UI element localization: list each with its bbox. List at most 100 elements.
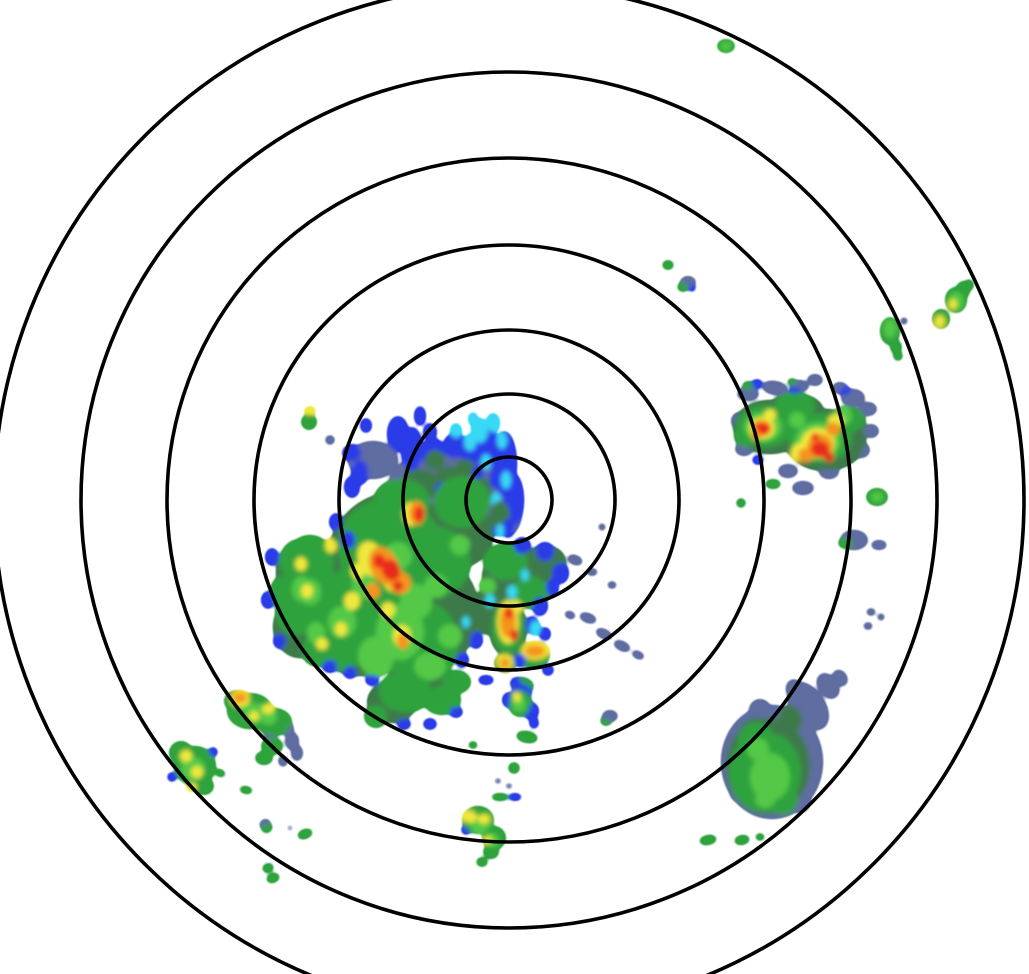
echo-cell — [180, 750, 192, 762]
echo-cell — [678, 283, 688, 291]
echo-cell — [316, 638, 328, 650]
echo-cell — [414, 506, 424, 522]
echo-cell — [894, 352, 902, 360]
echo-cell — [599, 524, 605, 530]
echo-cell — [521, 569, 529, 581]
echo-cell — [788, 379, 796, 385]
echo-cell — [824, 452, 834, 462]
echo-cell — [871, 492, 883, 502]
echo-cell — [864, 623, 872, 629]
echo-cell — [266, 549, 278, 565]
echo-cell — [462, 616, 470, 628]
echo-cell — [450, 535, 470, 555]
echo-cell — [867, 609, 875, 615]
echo-cell — [267, 873, 279, 883]
echo-cell — [501, 471, 511, 489]
echo-cell — [489, 468, 501, 488]
echo-cell — [434, 476, 490, 528]
echo-cell — [663, 261, 673, 269]
echo-cell — [240, 786, 252, 794]
echo-cell — [525, 645, 545, 657]
echo-cell — [737, 499, 745, 507]
echo-cell — [778, 706, 802, 734]
echo-cell — [215, 769, 225, 777]
echo-cell — [763, 381, 787, 395]
echo-cell — [262, 704, 274, 714]
echo-cell — [811, 441, 829, 457]
echo-cell — [833, 670, 847, 686]
echo-cell — [755, 792, 775, 808]
echo-cell — [789, 412, 805, 428]
echo-cell — [790, 387, 800, 395]
echo-cell — [425, 450, 445, 470]
echo-cell — [750, 753, 790, 801]
echo-cell — [509, 763, 519, 773]
echo-cell — [793, 482, 813, 494]
echo-cell — [292, 746, 302, 760]
echo-cell — [565, 611, 575, 619]
echo-cell — [325, 539, 337, 553]
echo-cell — [752, 380, 762, 388]
echo-cell — [469, 742, 477, 748]
echo-cell — [530, 621, 540, 635]
echo-cell — [755, 422, 761, 430]
echo-cell — [756, 834, 764, 840]
echo-cell — [402, 428, 422, 472]
echo-cell — [263, 863, 273, 873]
echo-cell — [209, 748, 217, 756]
echo-cell — [878, 614, 884, 620]
echo-cell — [764, 409, 776, 421]
echo-cell — [507, 585, 517, 599]
echo-cell — [438, 624, 462, 648]
echo-cell — [603, 711, 617, 721]
echo-cell — [511, 678, 521, 688]
echo-cell — [839, 538, 853, 548]
echo-cell — [495, 779, 501, 783]
echo-cell — [233, 693, 247, 703]
echo-cell — [424, 686, 460, 714]
echo-cell — [400, 584, 432, 620]
echo-cell — [552, 563, 568, 583]
echo-cell — [302, 415, 316, 429]
range-ring — [165, 156, 853, 844]
echo-cell — [286, 733, 298, 749]
echo-cell — [546, 581, 558, 595]
echo-cell — [497, 433, 507, 449]
echo-cell — [301, 584, 313, 598]
echo-cell — [517, 731, 537, 743]
range-ring — [252, 243, 766, 757]
range-ring — [79, 70, 939, 930]
echo-cell — [366, 675, 378, 685]
echo-cell — [798, 448, 814, 462]
echo-cell — [743, 382, 753, 390]
echo-cell — [464, 435, 476, 451]
echo-cell — [536, 543, 554, 561]
echo-cell — [414, 652, 446, 680]
echo-cell — [326, 436, 334, 444]
echo-cell — [191, 766, 203, 778]
echo-cell — [415, 407, 425, 425]
echo-cell — [470, 632, 482, 648]
echo-cell — [195, 778, 213, 794]
echo-cell — [514, 654, 526, 666]
echo-cell — [455, 459, 475, 477]
echo-cell — [479, 676, 493, 684]
echo-cell — [398, 719, 410, 729]
echo-cell — [689, 285, 695, 291]
echo-cell — [274, 634, 286, 648]
echo-cell — [747, 738, 769, 760]
echo-cell — [393, 581, 403, 591]
echo-cell — [502, 519, 514, 537]
echo-cell — [344, 592, 360, 610]
echo-cell — [484, 846, 498, 858]
echo-cell — [540, 628, 550, 640]
echo-cell — [735, 835, 749, 845]
echo-cell — [469, 413, 477, 425]
echo-cell — [345, 477, 359, 497]
echo-cell — [358, 636, 394, 676]
echo-cell — [530, 718, 538, 728]
echo-cell — [168, 773, 176, 781]
echo-cell — [808, 375, 822, 385]
